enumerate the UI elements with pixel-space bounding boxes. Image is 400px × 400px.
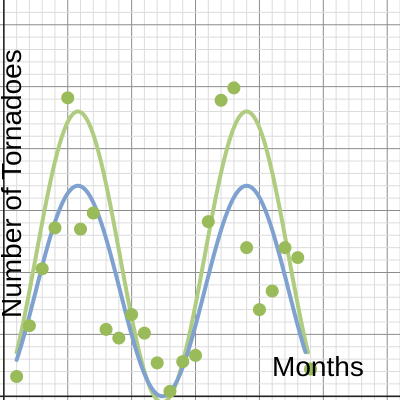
data-point [176, 355, 190, 369]
data-point [278, 241, 292, 255]
data-point [74, 222, 88, 236]
data-point [240, 241, 254, 255]
data-point [265, 284, 279, 298]
x-axis-label: Months [272, 351, 364, 382]
fit-curves [14, 109, 310, 400]
data-point [112, 331, 126, 345]
data-point [189, 348, 203, 362]
data-point [150, 356, 164, 370]
data-point [99, 322, 113, 336]
data-point [86, 206, 100, 220]
data-point [35, 262, 49, 276]
fit-curve-2 [14, 183, 308, 399]
data-point [22, 319, 36, 333]
data-point [125, 308, 139, 322]
data-point [214, 93, 228, 107]
data-point [201, 215, 215, 229]
data-point [291, 251, 305, 265]
data-point [163, 384, 177, 398]
data-point [10, 369, 24, 383]
data-point [137, 326, 151, 340]
y-axis-label: Number of Tornadoes [0, 49, 27, 318]
data-point [252, 303, 266, 317]
data-point [48, 221, 62, 235]
data-points [10, 81, 318, 398]
data-point [61, 91, 75, 105]
data-point [227, 81, 241, 95]
data-point [304, 362, 318, 376]
fit-curve-1 [14, 109, 310, 400]
